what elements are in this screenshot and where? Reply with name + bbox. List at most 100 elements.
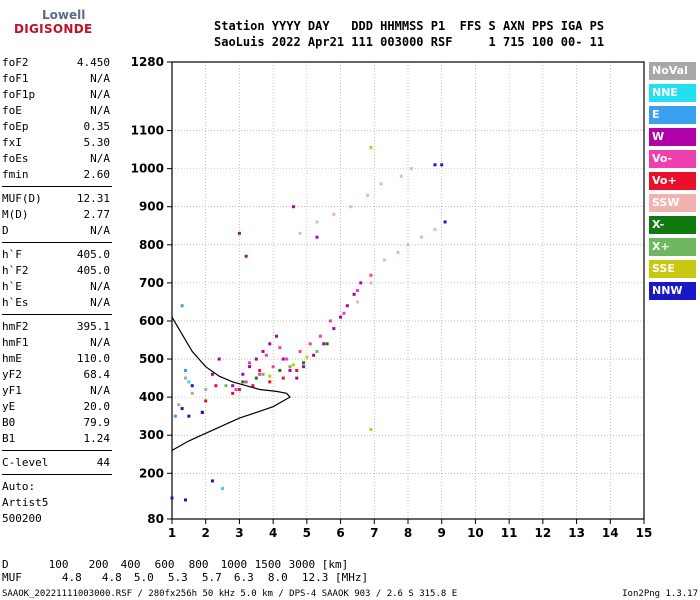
y-tick-label: 600	[139, 314, 164, 328]
point-vo	[355, 289, 359, 292]
point-w	[241, 372, 245, 376]
point-sse	[291, 363, 295, 367]
point-vo	[264, 353, 268, 357]
param-value: 12.31	[76, 192, 110, 205]
param-value: N/A	[90, 224, 110, 237]
legend-item-x: X+	[649, 238, 696, 256]
legend-item-vo: Vo-	[649, 150, 696, 168]
distance-value: 3000 [km]	[288, 558, 349, 571]
param-name: foEs	[2, 152, 29, 165]
param-separator	[2, 186, 112, 187]
x-tick-label: 7	[370, 526, 378, 540]
param-value: 405.0	[76, 248, 110, 261]
point-nne	[187, 380, 191, 384]
point-vo	[369, 273, 373, 277]
distance-value: 100	[48, 558, 69, 571]
y-tick-label: 400	[139, 390, 164, 404]
header-line-1: Station YYYY DAY DDD HHMMSS P1 FFS S AXN…	[214, 19, 605, 33]
profile-curve	[171, 316, 291, 451]
muf-label: MUF	[2, 571, 22, 584]
distance-value: 200	[88, 558, 109, 571]
y-tick-label: 700	[139, 276, 164, 290]
muf-value: 4.8	[61, 571, 82, 584]
point-w	[312, 353, 316, 357]
param-value: N/A	[90, 296, 110, 309]
point-ssw	[332, 212, 336, 216]
point-ssw	[349, 205, 353, 209]
param-row-group1-1: foF1 N/A	[2, 71, 112, 87]
param-row-group4-2: hmE 110.0	[2, 351, 112, 367]
point-x	[261, 372, 265, 376]
legend-item-vo: Vo+	[649, 172, 696, 190]
param-row-group3-3: h`Es N/A	[2, 295, 112, 311]
point-w	[281, 357, 285, 361]
param-name: hmE	[2, 352, 22, 365]
logo-brand-bottom: DIGISONDE	[14, 22, 93, 36]
point-w	[288, 368, 292, 372]
point-vo	[251, 384, 255, 388]
point-nnw	[443, 220, 447, 224]
param-value: 4.450	[76, 56, 110, 69]
point-x	[224, 384, 228, 388]
param-value: N/A	[90, 104, 110, 117]
x-tick-label: 1	[168, 526, 176, 540]
point-w	[217, 357, 221, 361]
param-separator	[2, 474, 112, 475]
param-name: h`F2	[2, 264, 29, 277]
point-ssw	[298, 231, 302, 235]
param-row-group4-5: yE 20.0	[2, 399, 112, 415]
point-x	[278, 368, 282, 372]
param-row-group4-6: B0 79.9	[2, 415, 112, 431]
point-vo	[295, 368, 299, 372]
y-tick-label: 900	[139, 200, 164, 214]
point-x	[301, 361, 305, 365]
param-row-group2-0: MUF(D) 12.31	[2, 191, 112, 207]
param-row-group2-1: M(D) 2.77	[2, 207, 112, 223]
param-row-group1-0: foF2 4.450	[2, 55, 112, 71]
point-ssw	[406, 243, 410, 247]
point-e	[173, 414, 177, 418]
muf-value: 5.3	[167, 571, 188, 584]
point-ssw	[315, 220, 319, 224]
point-w	[315, 235, 319, 239]
muf-value: 5.0	[133, 571, 154, 584]
x-tick-label: 4	[269, 526, 277, 540]
param-value: 2.77	[83, 208, 111, 221]
point-vo	[328, 319, 332, 323]
param-value: 5.30	[83, 136, 111, 149]
legend-item-sse: SSE	[649, 260, 696, 278]
param-name: h`Es	[2, 296, 29, 309]
point-ssw	[369, 281, 373, 285]
param-name: foEp	[2, 120, 29, 133]
point-sse	[369, 428, 373, 432]
param-row-group3-2: h`E N/A	[2, 279, 112, 295]
x-tick-label: 14	[602, 526, 619, 540]
x-tick-label: 10	[467, 526, 484, 540]
point-nnw	[200, 410, 204, 414]
param-value: 44	[96, 456, 110, 469]
param-name: hmF1	[2, 336, 29, 349]
point-w	[231, 384, 235, 388]
point-nnw	[190, 384, 194, 388]
logo-brand-top: Lowell	[42, 8, 86, 22]
point-vo	[234, 388, 238, 392]
x-tick-label: 13	[568, 526, 585, 540]
param-row-group4-4: yF1 N/A	[2, 383, 112, 399]
point-x	[254, 376, 258, 380]
y-tick-label: 500	[139, 352, 164, 366]
point-vo	[308, 342, 312, 346]
param-value: N/A	[90, 88, 110, 101]
param-row-group3-0: h`F 405.0	[2, 247, 112, 263]
point-vo	[318, 334, 322, 338]
x-tick-label: 5	[303, 526, 311, 540]
param-name: hmF2	[2, 320, 29, 333]
point-w	[295, 376, 299, 380]
param-name: MUF(D)	[2, 192, 42, 205]
param-row-group3-1: h`F2 405.0	[2, 263, 112, 279]
param-value: 1.24	[83, 432, 111, 445]
muf-value: 12.3 [MHz]	[301, 571, 369, 584]
param-name: h`E	[2, 280, 22, 293]
point-w	[244, 254, 248, 258]
param-value: 405.0	[76, 264, 110, 277]
